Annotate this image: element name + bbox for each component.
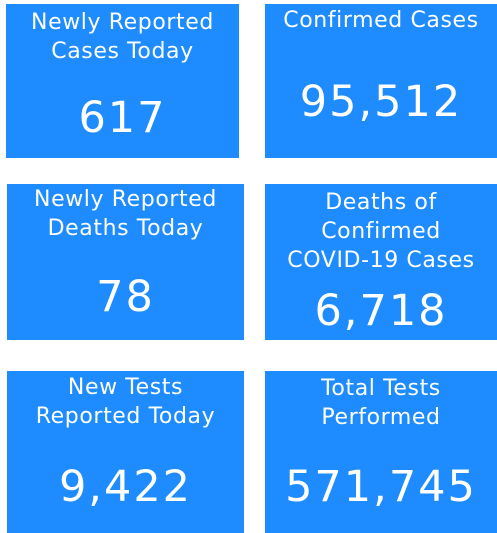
card-label: Confirmed Cases (265, 6, 497, 35)
card-new-tests: New Tests Reported Today 9,422 (7, 371, 244, 533)
card-label-line: Total Tests (321, 376, 441, 401)
card-label: New Tests Reported Today (7, 373, 244, 431)
card-value: 617 (78, 93, 167, 143)
card-newly-reported-deaths: Newly Reported Deaths Today 78 (7, 184, 244, 340)
card-value: 78 (96, 272, 155, 322)
card-label-line: Cases Today (51, 39, 194, 64)
card-label-line: Newly Reported (34, 187, 217, 212)
card-label: Newly Reported Deaths Today (7, 185, 244, 243)
card-newly-reported-cases: Newly Reported Cases Today 617 (6, 4, 239, 158)
card-label-line: Confirmed Cases (283, 8, 479, 33)
card-label-line: Performed (321, 405, 441, 430)
card-confirmed-cases: Confirmed Cases 95,512 (265, 4, 497, 158)
card-label-line: Deaths Today (47, 216, 204, 241)
card-label-line: Deaths of (325, 190, 437, 215)
card-label-line: Confirmed (321, 219, 441, 244)
card-value: 571,745 (285, 462, 477, 512)
card-deaths-confirmed: Deaths of Confirmed COVID-19 Cases 6,718 (265, 184, 497, 340)
card-label-line: COVID-19 Cases (287, 248, 475, 273)
card-value: 9,422 (58, 462, 193, 512)
card-label-line: Reported Today (35, 404, 216, 429)
card-label: Newly Reported Cases Today (6, 8, 239, 66)
card-total-tests: Total Tests Performed 571,745 (265, 371, 497, 533)
card-value: 95,512 (299, 77, 463, 127)
card-label-line: New Tests (67, 375, 184, 400)
card-value: 6,718 (314, 286, 448, 336)
card-label: Total Tests Performed (265, 374, 497, 432)
card-label-line: Newly Reported (31, 10, 214, 35)
card-label: Deaths of Confirmed COVID-19 Cases (265, 188, 497, 275)
